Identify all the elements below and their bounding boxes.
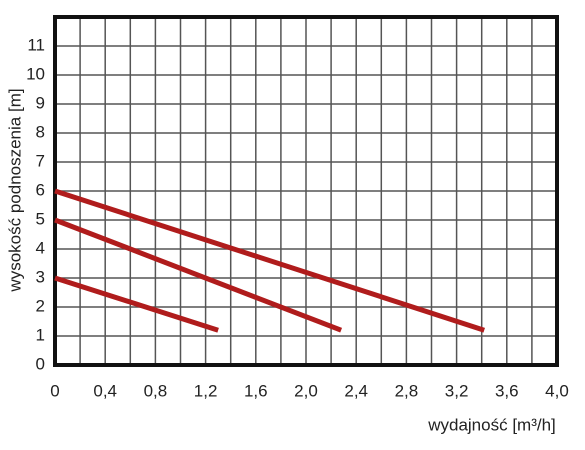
x-tick-label: 2,8 (395, 381, 419, 400)
x-tick-label: 1,6 (244, 381, 268, 400)
y-tick-label: 11 (27, 35, 45, 54)
x-tick-label: 4,0 (545, 381, 569, 400)
y-tick-label: 3 (36, 267, 45, 286)
x-tick-label: 1,2 (194, 381, 218, 400)
y-axis-label: wysokość podnoszenia [m] (5, 88, 24, 292)
x-tick-label: 0 (50, 381, 59, 400)
x-tick-label: 0,8 (144, 381, 168, 400)
x-tick-label: 3,2 (445, 381, 469, 400)
y-tick-label: 5 (36, 209, 45, 228)
pump-curve (54, 188, 485, 333)
pump-curve (54, 217, 343, 333)
x-tick-label: 3,6 (495, 381, 519, 400)
y-tick-label: 0 (36, 354, 45, 373)
y-tick-label: 4 (36, 238, 45, 257)
pump-curve (54, 275, 219, 333)
y-tick-label: 6 (36, 180, 45, 199)
y-tick-label: 2 (36, 296, 45, 315)
y-tick-label: 1 (36, 325, 45, 344)
x-tick-label: 2,4 (344, 381, 368, 400)
y-tick-label: 10 (26, 64, 45, 83)
x-tick-label: 0,4 (93, 381, 117, 400)
x-axis-label: wydajność [m³/h] (427, 415, 556, 434)
y-tick-label: 7 (36, 151, 45, 170)
y-tick-label: 9 (36, 93, 45, 112)
x-tick-label: 2,0 (294, 381, 318, 400)
y-tick-label: 8 (36, 122, 45, 141)
